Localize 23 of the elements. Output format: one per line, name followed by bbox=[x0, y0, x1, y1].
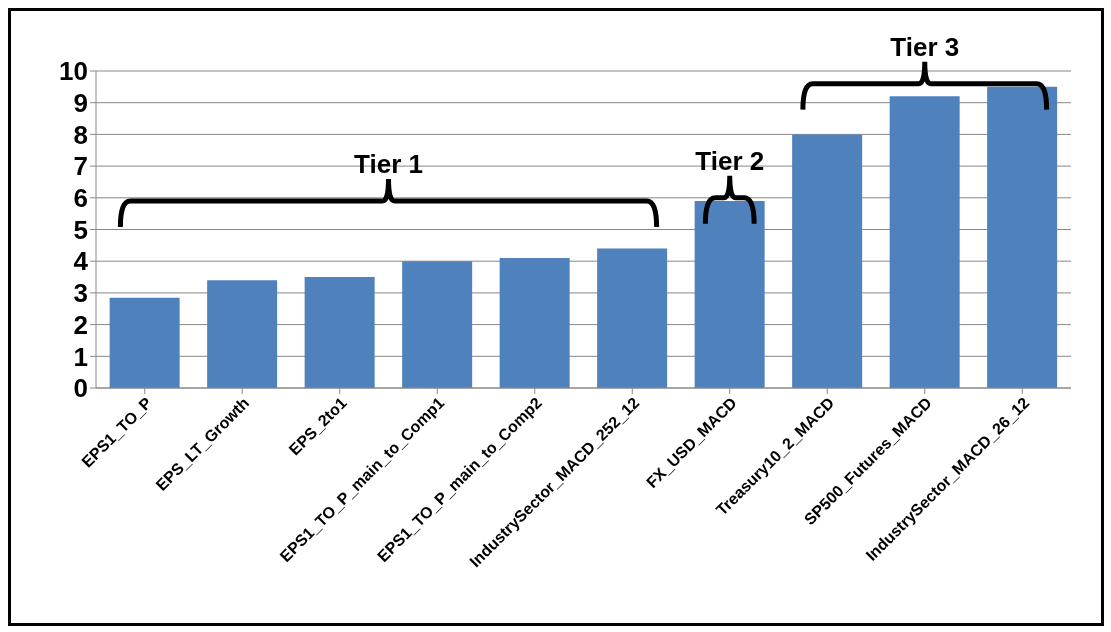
annotation: Tier 2 bbox=[695, 145, 765, 176]
y-tick-label: 5 bbox=[73, 214, 88, 245]
annotation: Tier 1 bbox=[354, 148, 423, 179]
y-tick-label: 6 bbox=[73, 183, 88, 214]
bar bbox=[987, 86, 1058, 388]
y-tick-label: 10 bbox=[59, 56, 88, 87]
y-tick-label: 2 bbox=[73, 309, 88, 340]
bar bbox=[597, 248, 668, 388]
text: Tier 3 bbox=[890, 31, 960, 62]
y-tick-label: 8 bbox=[73, 119, 88, 150]
bar bbox=[207, 280, 278, 388]
y-tick-label: 9 bbox=[73, 87, 88, 118]
bar bbox=[109, 297, 180, 388]
y-tick-label: 7 bbox=[73, 151, 88, 182]
bar bbox=[889, 96, 960, 388]
y-tick-label: 3 bbox=[73, 278, 88, 309]
y-tick-label: 1 bbox=[73, 341, 88, 372]
y-tick-label: 0 bbox=[73, 373, 88, 404]
bar bbox=[402, 261, 473, 388]
bar bbox=[792, 134, 863, 388]
bar bbox=[304, 277, 375, 388]
bar bbox=[499, 258, 570, 388]
y-tick-label: 4 bbox=[73, 246, 89, 277]
